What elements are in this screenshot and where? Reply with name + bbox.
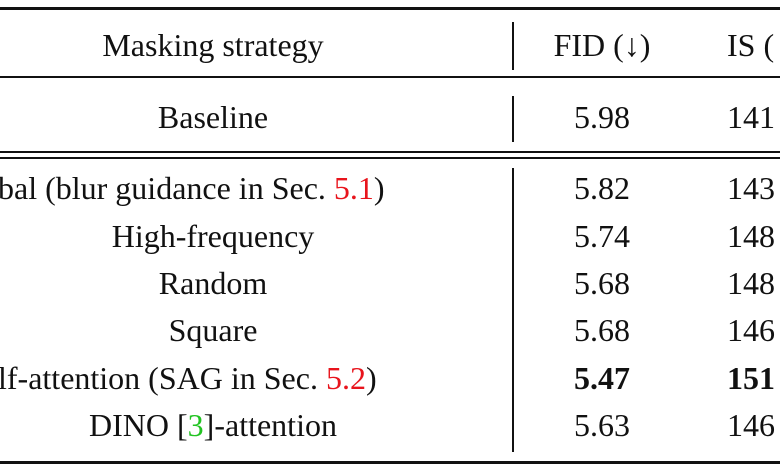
best-value: 5.47 xyxy=(574,360,630,396)
column-divider xyxy=(512,96,514,142)
mid-rule xyxy=(0,157,780,159)
cell: 148 xyxy=(727,218,775,254)
text: Square xyxy=(168,312,258,348)
cell: Baseline xyxy=(0,97,426,137)
bottom-rule xyxy=(0,461,780,464)
cell: 146 xyxy=(727,312,775,348)
cell: Random xyxy=(0,263,426,303)
cell: 148 xyxy=(727,265,775,301)
column-divider xyxy=(512,168,514,452)
column-divider xyxy=(512,22,514,70)
header-cell: FID (↓) xyxy=(553,27,651,63)
cell: lf-attention (SAG in Sec. 5.2) xyxy=(0,358,377,398)
text: Random xyxy=(158,265,268,301)
text: ) xyxy=(365,360,377,396)
text: ) xyxy=(373,170,385,206)
cell: Square xyxy=(0,310,426,350)
text: DINO [ xyxy=(89,407,188,443)
header-cell: Masking strategy xyxy=(102,27,324,63)
cell: 5.47 xyxy=(540,358,664,398)
reference-link[interactable]: 5.2 xyxy=(325,360,366,396)
cell: 5.82 xyxy=(574,170,630,206)
cell: 5.68 xyxy=(574,312,630,348)
cell: 5.63 xyxy=(574,407,630,443)
cell: 143 xyxy=(727,170,775,206)
cell: 146 xyxy=(727,407,775,443)
best-value: 151 xyxy=(727,360,775,396)
cell: bal (blur guidance in Sec. 5.1) xyxy=(0,168,385,208)
text: ]-attention xyxy=(203,407,337,443)
text: lf-attention (SAG in Sec. xyxy=(0,360,326,396)
text: Baseline xyxy=(157,99,269,135)
cell: 5.74 xyxy=(574,218,630,254)
top-rule xyxy=(0,7,780,10)
cell: 5.98 xyxy=(574,99,630,135)
citation-link[interactable]: 3 xyxy=(187,407,204,443)
text: High-frequency xyxy=(111,218,315,254)
cell: 141 xyxy=(727,99,775,135)
text: bal (blur guidance in Sec. xyxy=(0,170,334,206)
cell: High-frequency xyxy=(0,216,426,256)
reference-link[interactable]: 5.1 xyxy=(333,170,374,206)
cell: 5.68 xyxy=(574,265,630,301)
cell: 151 xyxy=(727,358,775,398)
header-rule xyxy=(0,76,780,78)
cell: DINO [3]-attention xyxy=(0,405,426,445)
mid-rule xyxy=(0,151,780,153)
header-cell: IS ( xyxy=(727,27,775,63)
